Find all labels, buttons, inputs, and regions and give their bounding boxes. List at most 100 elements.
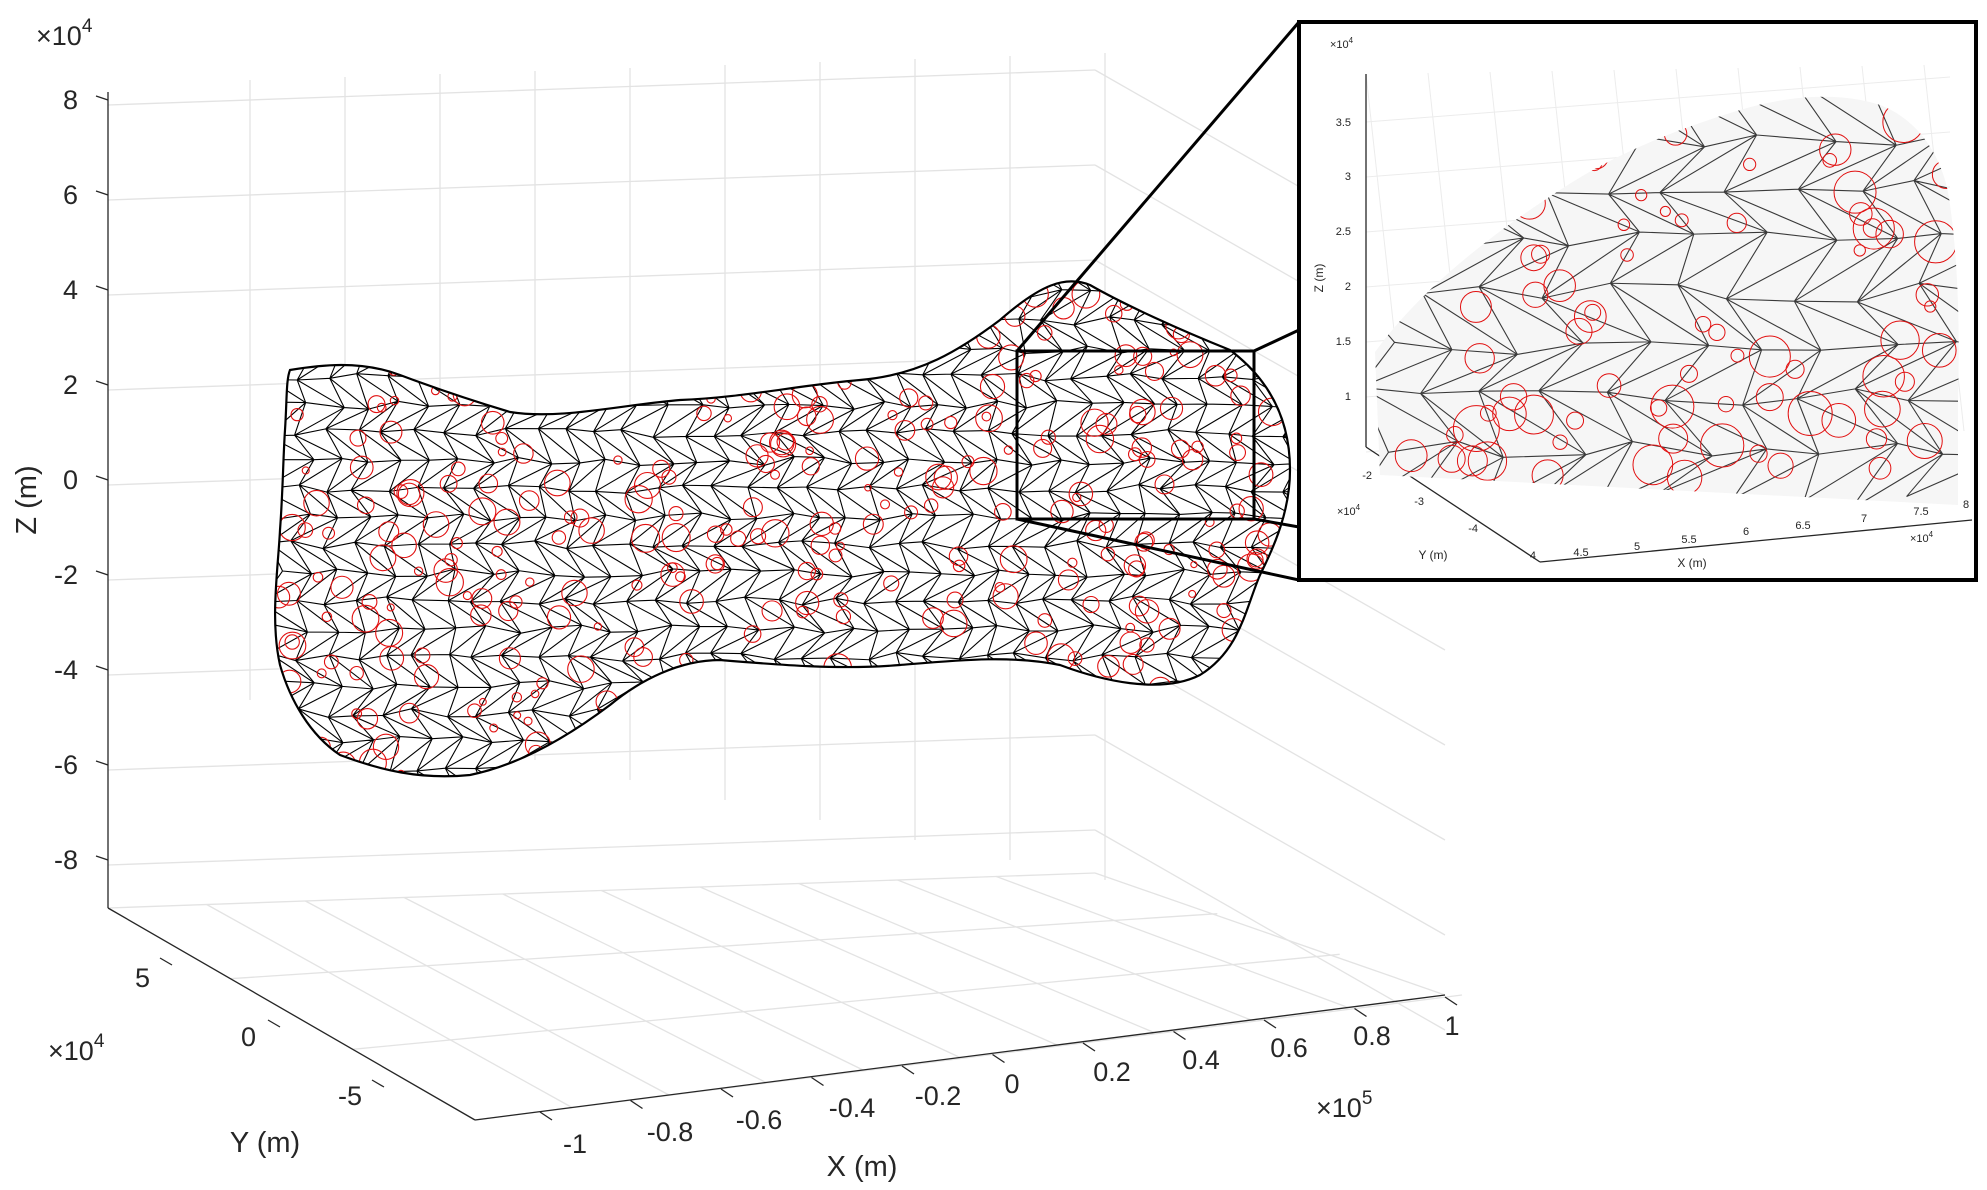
crater-circle — [275, 379, 288, 399]
inset-x-axis-label: X (m) — [1677, 556, 1706, 570]
crater-circle — [1229, 444, 1247, 462]
y-axis-label: Y (m) — [230, 1127, 300, 1159]
inset-crater-circle — [1649, 399, 1668, 417]
crater-circle — [284, 634, 300, 650]
crater-circle — [511, 692, 523, 703]
crater-circle — [974, 745, 988, 759]
crater-circle — [633, 647, 653, 667]
inset-y-axis-label: Y (m) — [1418, 548, 1447, 562]
crater-circle — [489, 723, 499, 733]
crater-circle — [593, 622, 603, 631]
inset-crater-circle — [1833, 170, 1877, 214]
crater-circle — [1122, 732, 1138, 748]
z-tick-mark — [95, 760, 109, 766]
crater-circle — [1183, 742, 1202, 761]
crater-circle — [809, 511, 834, 537]
crater-circle — [884, 330, 905, 351]
inset-crater-circle — [1755, 383, 1784, 412]
crater-circle — [935, 308, 961, 334]
crater-circle — [1003, 445, 1014, 455]
crater-circle — [1057, 569, 1079, 591]
crater-circle — [396, 478, 425, 508]
inset-x-tick-label: 5.5 — [1681, 534, 1696, 546]
inset-crater-circle — [1596, 373, 1622, 398]
crater-circle — [435, 568, 464, 597]
crater-circle — [303, 489, 330, 517]
crater-circle — [1068, 481, 1094, 507]
z-tick-label: 8 — [63, 85, 78, 115]
crater-circle — [796, 406, 817, 427]
crater-circle — [1104, 304, 1123, 323]
inset-crater-circle — [1865, 428, 1888, 450]
crater-circle — [375, 618, 404, 647]
crater-circle — [719, 691, 729, 701]
crater-circle — [667, 562, 678, 574]
crater-circle — [450, 537, 463, 550]
crater-circle — [939, 609, 968, 638]
crater-circle — [1255, 713, 1269, 727]
crater-circle — [376, 402, 387, 413]
crater-circle — [830, 311, 840, 321]
crater-circle — [979, 373, 1006, 400]
crater-circle — [316, 668, 327, 679]
inset-crater-circle — [1868, 456, 1892, 480]
connector-line-bottom — [1016, 517, 1300, 582]
crater-circle — [1190, 560, 1198, 569]
grid-line — [403, 896, 767, 1084]
crater-circle — [468, 497, 497, 526]
inset-x-tick-label: 6 — [1743, 526, 1749, 538]
crater-circle — [1216, 603, 1232, 619]
crater-circle — [366, 325, 391, 349]
inset-crater-circle — [1822, 153, 1838, 168]
crater-circle — [1045, 684, 1064, 704]
crater-circle — [876, 749, 901, 773]
crater-circle — [761, 600, 783, 622]
crater-circle — [454, 308, 474, 328]
crater-circle — [933, 465, 958, 490]
crater-circle — [275, 311, 303, 340]
grid-line — [1094, 872, 1446, 996]
x-tick-mark — [1173, 1030, 1186, 1041]
crater-circle — [1176, 299, 1192, 315]
crater-circle — [994, 581, 1006, 593]
crater-circle — [1211, 728, 1237, 754]
inset-y-tick-label: -4 — [1468, 523, 1478, 535]
x-tick-mark — [1082, 1042, 1096, 1052]
crater-circle — [1130, 737, 1157, 764]
crater-circle — [756, 454, 775, 474]
crater-circle — [553, 305, 562, 314]
crater-circle — [551, 344, 581, 374]
crater-circle — [810, 535, 831, 556]
z-tick-mark — [95, 475, 109, 481]
inset-crater-circle — [1853, 244, 1866, 257]
crater-circle — [761, 519, 790, 548]
inset-crater-circle — [1906, 422, 1943, 460]
crater-circle — [607, 341, 633, 367]
crater-circle — [498, 600, 519, 622]
crater-circle — [639, 694, 657, 712]
crater-circle — [1036, 325, 1053, 341]
crater-circle — [1085, 726, 1107, 749]
z-tick-mark — [95, 95, 109, 101]
crater-circle — [583, 338, 593, 348]
crater-circle — [275, 294, 290, 319]
x-axis-multiplier: ×105 — [1316, 1088, 1372, 1123]
crater-circle — [805, 743, 820, 758]
crater-circle — [275, 585, 291, 609]
x-tick-label: 0 — [1004, 1069, 1019, 1099]
x-tick-label: -1 — [563, 1129, 587, 1159]
crater-circle — [835, 608, 852, 625]
crater-circle — [904, 505, 919, 520]
crater-circle — [1265, 587, 1288, 611]
crater-circle — [790, 306, 809, 325]
crater-circle — [1236, 737, 1247, 748]
crater-circle — [999, 545, 1028, 574]
crater-circle — [1119, 631, 1142, 654]
z-tick-mark — [95, 285, 109, 291]
inset-crater-circle — [1864, 390, 1901, 428]
crater-circle — [679, 589, 704, 614]
z-tick-mark — [95, 665, 109, 671]
inset-z-tick-label: 1.5 — [1336, 336, 1351, 348]
inset-crater-circle — [1552, 434, 1568, 450]
